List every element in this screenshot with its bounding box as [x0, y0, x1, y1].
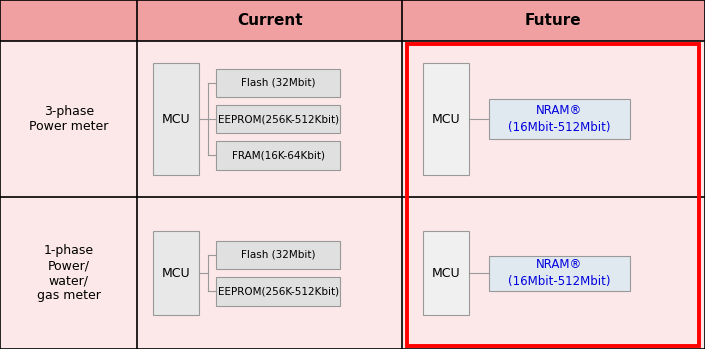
Text: 1-phase
Power/
water/
gas meter: 1-phase Power/ water/ gas meter: [37, 244, 101, 302]
Bar: [216, 241, 340, 269]
Bar: [216, 277, 340, 306]
Bar: [0, 0, 705, 41]
Bar: [489, 99, 630, 139]
Text: NRAM®
(16Mbit-512Mbit): NRAM® (16Mbit-512Mbit): [508, 104, 611, 134]
Bar: [216, 69, 340, 97]
Text: Future: Future: [525, 13, 582, 28]
Text: Current: Current: [237, 13, 302, 28]
Text: NRAM®
(16Mbit-512Mbit): NRAM® (16Mbit-512Mbit): [508, 258, 611, 288]
Bar: [423, 63, 469, 175]
Text: EEPROM(256K-512Kbit): EEPROM(256K-512Kbit): [218, 286, 338, 296]
Text: 3-phase
Power meter: 3-phase Power meter: [29, 105, 109, 133]
Bar: [153, 231, 199, 315]
Text: Flash (32Mbit): Flash (32Mbit): [241, 78, 315, 88]
Text: MCU: MCU: [431, 267, 460, 280]
Bar: [216, 141, 340, 170]
Bar: [407, 44, 699, 346]
Bar: [153, 63, 199, 175]
Text: FRAM(16K-64Kbit): FRAM(16K-64Kbit): [232, 150, 324, 161]
Text: MCU: MCU: [161, 267, 190, 280]
Bar: [489, 255, 630, 290]
Bar: [216, 105, 340, 134]
Text: MCU: MCU: [431, 113, 460, 126]
Text: EEPROM(256K-512Kbit): EEPROM(256K-512Kbit): [218, 114, 338, 124]
Text: Flash (32Mbit): Flash (32Mbit): [241, 250, 315, 260]
Bar: [423, 231, 469, 315]
Text: MCU: MCU: [161, 113, 190, 126]
